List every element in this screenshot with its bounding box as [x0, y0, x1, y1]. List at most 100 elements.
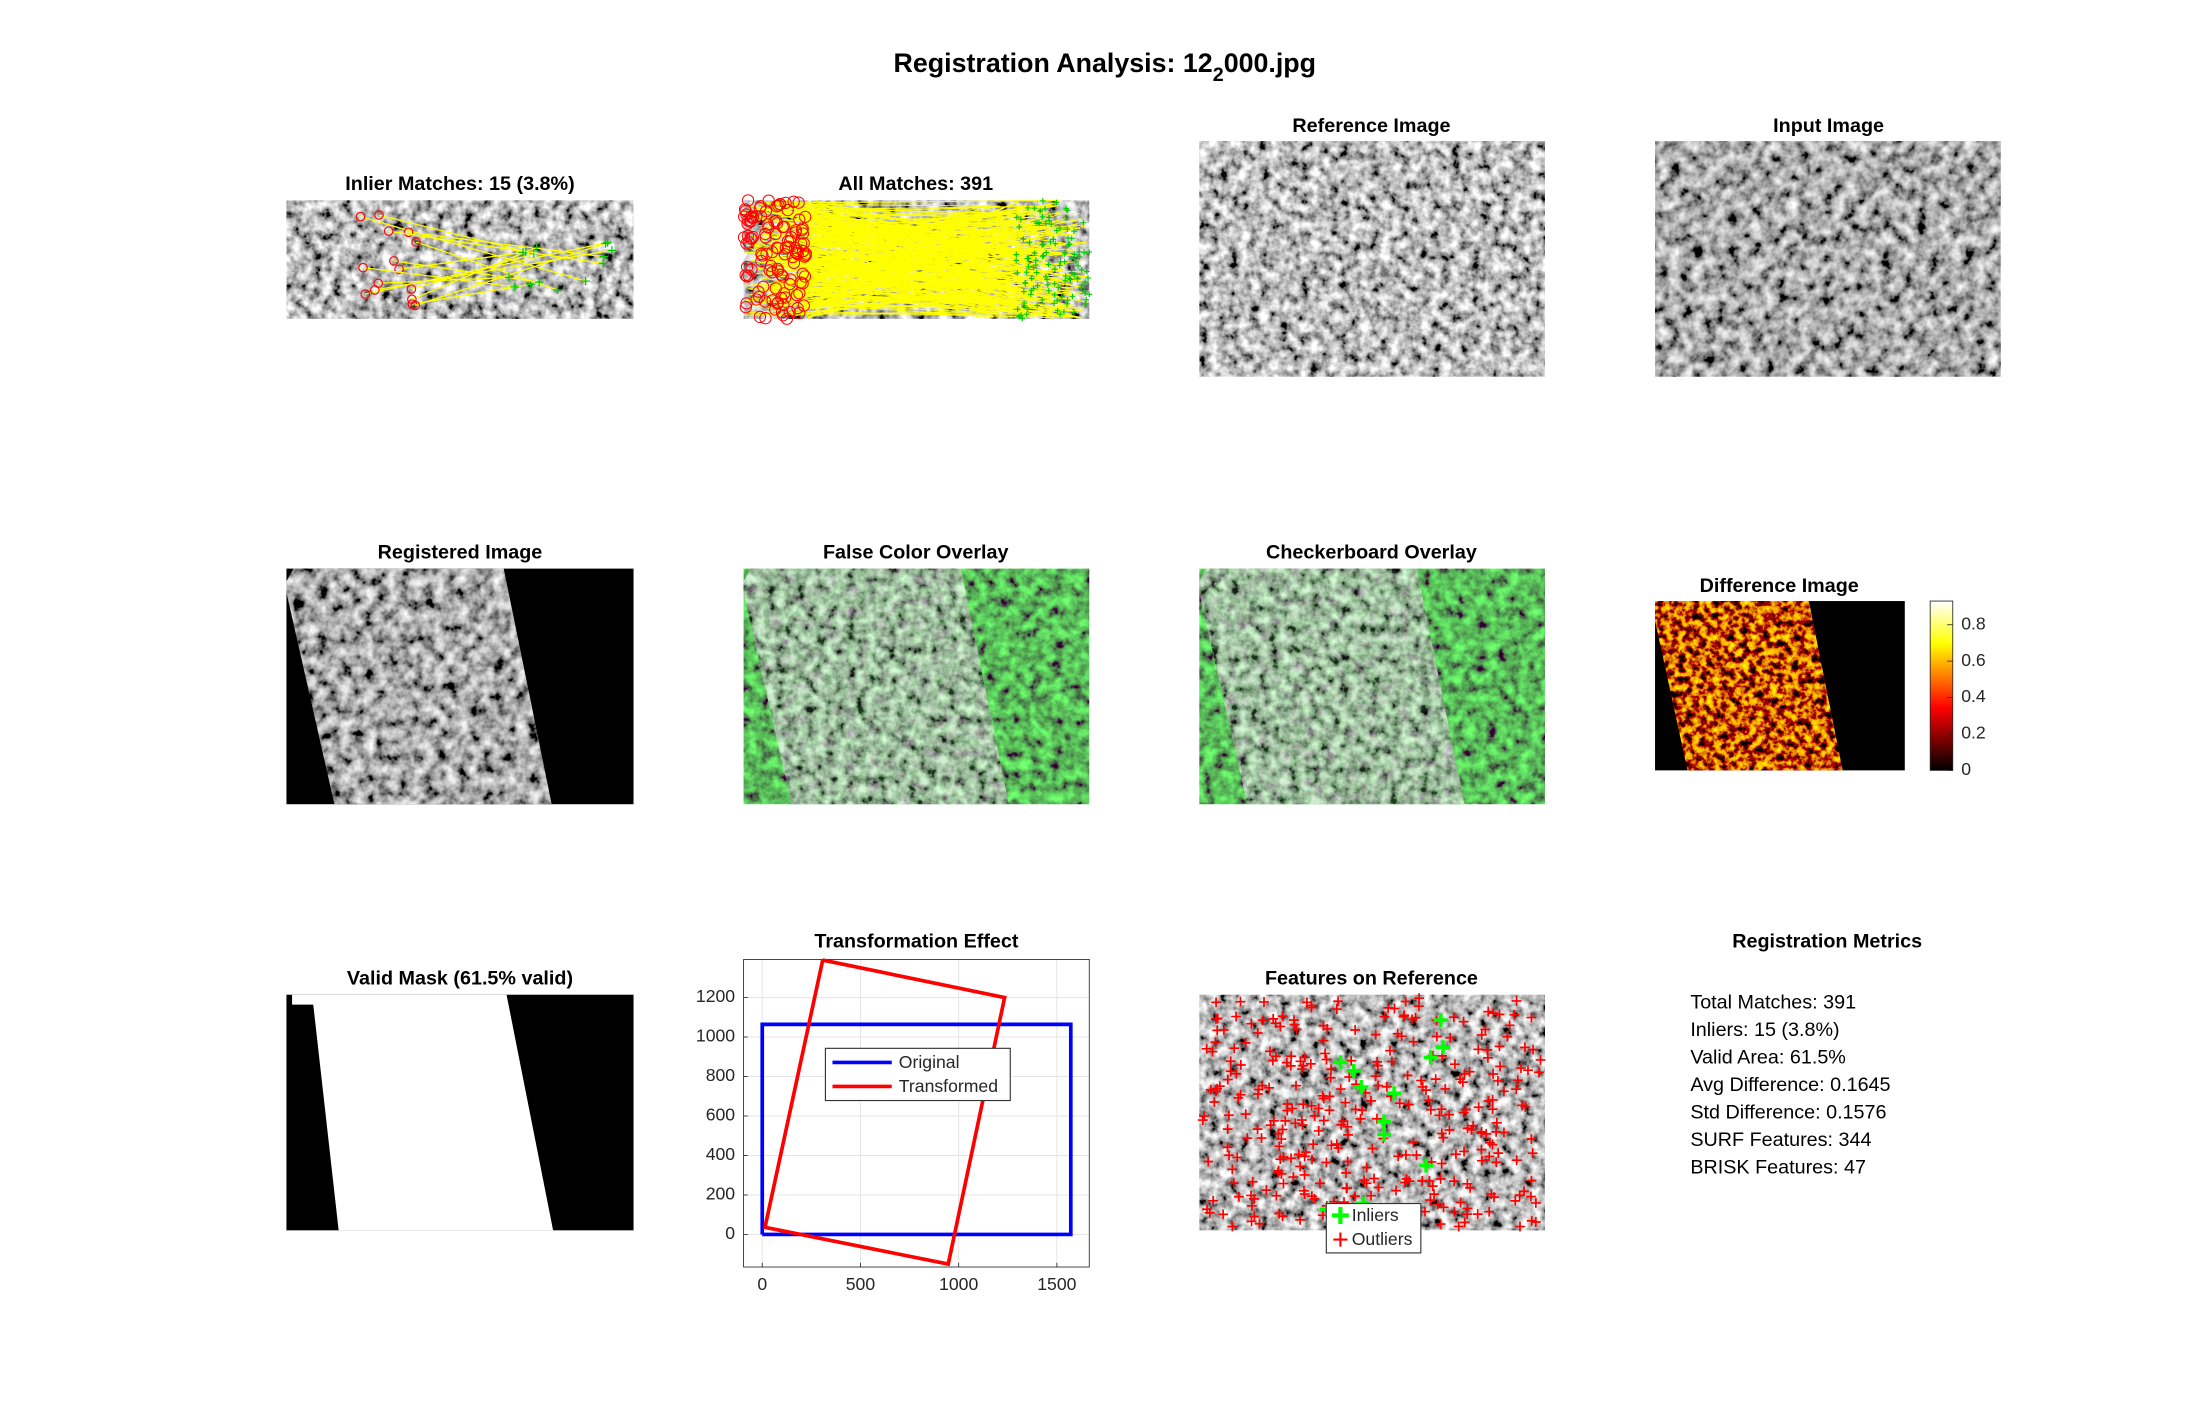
match-point — [532, 243, 541, 252]
match-point — [775, 291, 788, 305]
feature-marker — [1438, 1202, 1449, 1213]
feature-marker — [1321, 1054, 1332, 1065]
feature-marker — [1228, 1178, 1239, 1189]
match-line — [762, 199, 1060, 204]
feature-marker — [1232, 1152, 1243, 1163]
match-point — [598, 259, 608, 268]
match-point — [406, 284, 417, 294]
match-point — [1054, 227, 1060, 234]
feature-marker — [1254, 1218, 1265, 1229]
match-point — [1033, 257, 1039, 264]
feature-marker — [1528, 1044, 1538, 1055]
match-point — [1025, 263, 1032, 270]
feature-marker — [1342, 1156, 1353, 1167]
feature-marker — [1261, 1185, 1272, 1196]
feature-marker — [1290, 1118, 1301, 1129]
feature-marker — [1333, 1143, 1344, 1153]
feature-marker — [1387, 1086, 1402, 1101]
feature-marker — [1449, 1176, 1460, 1187]
feature-marker — [1225, 1056, 1236, 1067]
match-point — [759, 312, 772, 325]
legend-marker — [1333, 1232, 1348, 1247]
match-line — [792, 236, 1037, 240]
x-tick-label: 500 — [846, 1274, 876, 1294]
panel-title: Features on Reference — [1265, 967, 1478, 989]
image — [1655, 601, 1843, 771]
feature-marker — [1289, 1019, 1300, 1030]
match-line — [408, 231, 604, 258]
feature-marker — [1320, 1048, 1331, 1059]
feature-marker — [1286, 1051, 1297, 1062]
feature-marker — [1300, 1147, 1311, 1158]
feature-marker — [1359, 1175, 1370, 1186]
match-point — [1037, 208, 1043, 214]
feature-marker — [1212, 1013, 1223, 1024]
feature-marker — [1366, 1190, 1376, 1201]
match-line — [797, 206, 1084, 313]
feature-marker — [1511, 1155, 1522, 1166]
match-point — [1043, 274, 1049, 280]
feature-marker — [1324, 1091, 1335, 1102]
feature-marker — [1318, 1093, 1329, 1104]
match-point — [793, 213, 806, 226]
match-point — [1078, 284, 1085, 291]
feature-marker — [1526, 1175, 1537, 1186]
feature-marker — [1298, 1060, 1309, 1071]
feature-marker — [1400, 1177, 1410, 1188]
feature-marker — [1277, 1124, 1288, 1135]
match-point — [1067, 276, 1074, 283]
match-point — [518, 248, 528, 257]
match-point — [1062, 273, 1069, 279]
feature-marker — [1526, 1191, 1536, 1202]
feature-marker — [1526, 1012, 1537, 1023]
feature-marker — [1468, 1120, 1479, 1131]
match-point — [1013, 251, 1020, 258]
feature-marker — [1268, 1013, 1279, 1024]
feature-marker — [1315, 1178, 1325, 1189]
match-point — [1053, 199, 1060, 206]
feature-marker — [1487, 1094, 1498, 1105]
match-point — [784, 230, 798, 244]
match-point — [799, 247, 812, 260]
feature-marker — [1425, 1104, 1436, 1115]
feature-marker — [1511, 1084, 1522, 1095]
match-point — [1055, 284, 1062, 291]
feature-marker — [1495, 1061, 1505, 1072]
match-point — [787, 195, 800, 208]
feature-marker — [1462, 1203, 1473, 1214]
feature-marker — [1408, 1137, 1419, 1148]
match-point — [1056, 262, 1063, 269]
feature-marker — [1512, 1075, 1523, 1086]
y-tick-label: 800 — [706, 1065, 736, 1085]
match-point — [745, 232, 758, 245]
feature-marker — [1366, 1095, 1376, 1106]
feature-marker — [1372, 1056, 1383, 1067]
feature-marker — [1341, 1183, 1352, 1194]
feature-marker — [1530, 1217, 1541, 1227]
match-point — [403, 227, 414, 238]
feature-marker — [1526, 1134, 1537, 1144]
match-point — [1028, 287, 1035, 294]
feature-marker — [1259, 997, 1269, 1007]
match-point — [1066, 241, 1073, 247]
feature-marker — [1402, 1070, 1413, 1081]
match-line — [765, 231, 1023, 287]
match-point — [510, 282, 519, 292]
match-point — [1057, 311, 1063, 318]
match-line — [784, 203, 1001, 207]
match-point — [771, 264, 785, 277]
match-point — [1028, 291, 1034, 298]
feature-marker — [1235, 1060, 1246, 1070]
feature-marker — [1472, 1209, 1483, 1220]
match-point — [1040, 252, 1047, 259]
match-point — [775, 268, 788, 281]
match-point — [1057, 259, 1064, 265]
match-point — [1036, 219, 1042, 226]
feature-marker — [1231, 1068, 1242, 1079]
match-point — [1025, 255, 1032, 262]
feature-marker — [1419, 1158, 1434, 1173]
match-point — [1066, 275, 1073, 282]
feature-marker — [1257, 1015, 1268, 1026]
match-point — [796, 222, 809, 235]
metric-line: BRISK Features: 47 — [1690, 1156, 1866, 1178]
